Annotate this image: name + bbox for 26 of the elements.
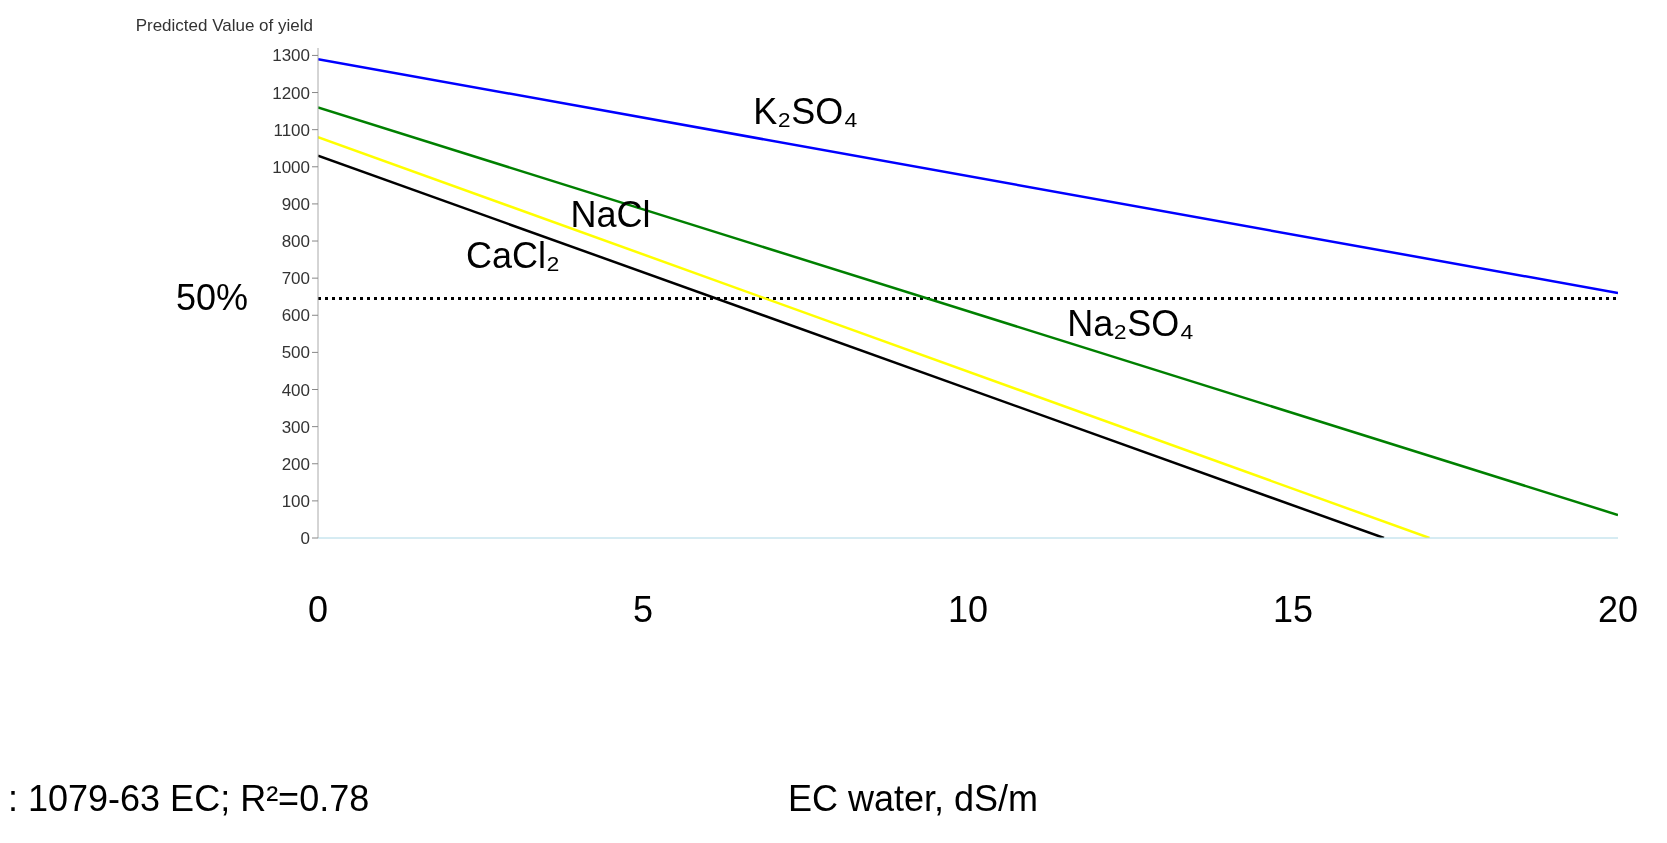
series-label: CaCl₂ (466, 234, 560, 277)
y-tick-label: 1000 (272, 157, 310, 177)
y-tick-label: 900 (281, 194, 310, 214)
y-tick-label: 600 (281, 306, 310, 326)
y-tick-label: 1200 (272, 83, 310, 103)
text: : 1079-63 EC; R²=0.78 (8, 778, 370, 820)
y-tick-label: 800 (281, 232, 310, 252)
series-label: Na₂SO₄ (1067, 303, 1194, 346)
series-label: NaCl (570, 193, 651, 236)
x-tick-label: 20 (1597, 588, 1639, 630)
y-tick-label: 400 (281, 380, 310, 400)
y-tick-label: 0 (300, 529, 310, 549)
x-tick-label: 5 (632, 588, 654, 630)
y-axis-title: Predicted Value of yield (135, 16, 313, 36)
text: 50% (175, 276, 248, 319)
y-tick-label: 1300 (272, 46, 310, 66)
y-tick-label: 1100 (273, 120, 310, 140)
x-tick-label: 15 (1272, 588, 1314, 630)
y-tick-label: 300 (281, 417, 310, 437)
x-tick-label: 10 (947, 588, 989, 630)
y-tick-label: 200 (281, 454, 310, 474)
y-tick-label: 500 (281, 343, 310, 363)
x-axis-title: EC water, dS/m (788, 778, 1039, 820)
y-tick-label: 100 (281, 491, 310, 511)
y-tick-label: 700 (281, 269, 310, 289)
series-label: K₂SO₄ (753, 90, 858, 133)
